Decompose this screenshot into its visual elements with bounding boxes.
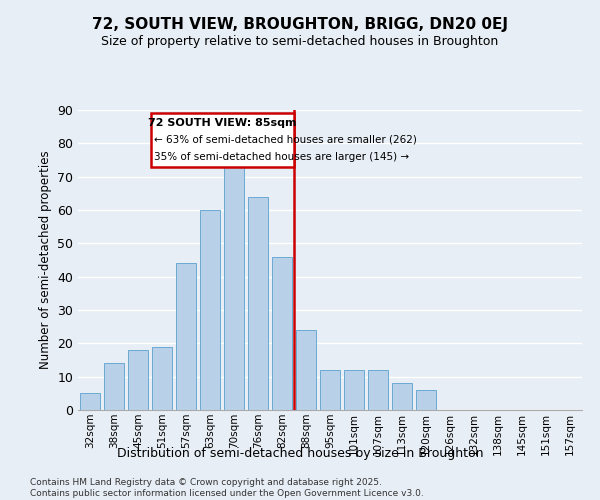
Bar	[151, 114, 293, 166]
Bar	[176, 264, 196, 410]
Text: 72 SOUTH VIEW: 85sqm: 72 SOUTH VIEW: 85sqm	[148, 118, 296, 128]
Bar	[272, 256, 292, 410]
Text: 72, SOUTH VIEW, BROUGHTON, BRIGG, DN20 0EJ: 72, SOUTH VIEW, BROUGHTON, BRIGG, DN20 0…	[92, 18, 508, 32]
Bar	[416, 390, 436, 410]
Bar	[296, 330, 316, 410]
Text: Distribution of semi-detached houses by size in Broughton: Distribution of semi-detached houses by …	[117, 448, 483, 460]
Text: Size of property relative to semi-detached houses in Broughton: Size of property relative to semi-detach…	[101, 35, 499, 48]
Bar	[368, 370, 388, 410]
Bar	[152, 346, 172, 410]
Bar	[224, 156, 244, 410]
Text: ← 63% of semi-detached houses are smaller (262): ← 63% of semi-detached houses are smalle…	[154, 135, 417, 145]
Bar	[200, 210, 220, 410]
Bar	[104, 364, 124, 410]
Bar	[392, 384, 412, 410]
Bar	[128, 350, 148, 410]
Bar	[80, 394, 100, 410]
Bar	[320, 370, 340, 410]
Text: 35% of semi-detached houses are larger (145) →: 35% of semi-detached houses are larger (…	[154, 152, 409, 162]
Bar	[344, 370, 364, 410]
Y-axis label: Number of semi-detached properties: Number of semi-detached properties	[38, 150, 52, 370]
Text: Contains HM Land Registry data © Crown copyright and database right 2025.
Contai: Contains HM Land Registry data © Crown c…	[30, 478, 424, 498]
Bar	[248, 196, 268, 410]
